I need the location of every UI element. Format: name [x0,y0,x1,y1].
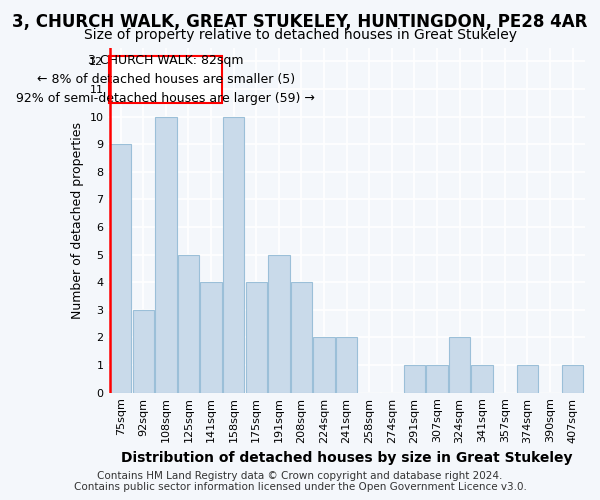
Bar [133,310,154,392]
Bar [449,338,470,392]
Text: 3 CHURCH WALK: 82sqm
← 8% of detached houses are smaller (5)
92% of semi-detache: 3 CHURCH WALK: 82sqm ← 8% of detached ho… [16,54,315,105]
Bar [223,116,244,392]
Bar [313,338,335,392]
Bar [245,282,267,393]
Bar [517,365,538,392]
X-axis label: Distribution of detached houses by size in Great Stukeley: Distribution of detached houses by size … [121,451,572,465]
Text: 3, CHURCH WALK, GREAT STUKELEY, HUNTINGDON, PE28 4AR: 3, CHURCH WALK, GREAT STUKELEY, HUNTINGD… [13,12,587,30]
Bar [404,365,425,392]
Text: Size of property relative to detached houses in Great Stukeley: Size of property relative to detached ho… [83,28,517,42]
Text: Contains HM Land Registry data © Crown copyright and database right 2024.
Contai: Contains HM Land Registry data © Crown c… [74,471,526,492]
Bar [472,365,493,392]
FancyBboxPatch shape [109,56,223,102]
Bar [562,365,583,392]
Bar [110,144,131,392]
Y-axis label: Number of detached properties: Number of detached properties [71,122,83,318]
Bar [178,254,199,392]
Bar [426,365,448,392]
Bar [200,282,222,393]
Bar [336,338,358,392]
Bar [155,116,176,392]
Bar [290,282,312,393]
Bar [268,254,290,392]
